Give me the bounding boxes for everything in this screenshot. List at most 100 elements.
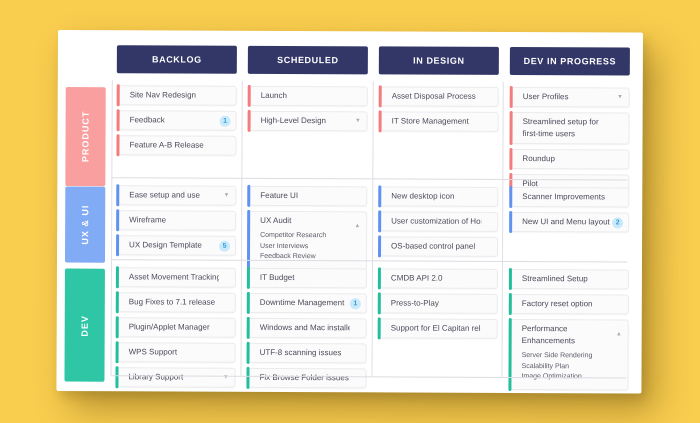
card[interactable]: Asset Movement Tracking	[115, 266, 236, 289]
card-label: Windows and Mac installers	[259, 322, 350, 333]
card-accent-bar	[509, 185, 513, 208]
card-accent-bar	[115, 316, 119, 339]
card[interactable]: Launch	[247, 84, 368, 107]
chevron-down-icon[interactable]: ▾	[618, 93, 622, 101]
card[interactable]: Streamlined Setup	[508, 267, 629, 290]
card-accent-bar	[116, 109, 120, 132]
card[interactable]: High-Level Design ▾	[247, 109, 368, 132]
card-label: Streamlined Setup	[521, 274, 588, 284]
card-subitem[interactable]: Competitor Research	[260, 231, 327, 240]
card[interactable]: User customization of Home Menu	[378, 210, 499, 233]
card[interactable]: Asset Disposal Process	[378, 85, 499, 108]
card[interactable]: Roundup	[509, 147, 630, 170]
card[interactable]: Feature A-B Release	[116, 134, 237, 157]
card-label: Plugin/Applet Manager	[128, 322, 210, 332]
card-label: Support for El Capitan release	[390, 323, 481, 333]
card[interactable]: Streamlined setup for first-time users	[509, 110, 630, 145]
card[interactable]: IT Budget	[246, 266, 367, 289]
lane-rows: PRODUCT Site Nav Redesign Feedback 1 Feature…	[56, 77, 642, 391]
card[interactable]: Feature UI	[247, 184, 368, 207]
card[interactable]: WPS Support	[115, 341, 236, 364]
card[interactable]: Performance Enhancements ▴ Server Side Ren…	[508, 317, 629, 391]
card-accent-bar	[115, 366, 119, 389]
card[interactable]: Bug Fixes to 7.1 release	[115, 291, 236, 314]
card-subitem[interactable]: Server Side Rendering	[521, 352, 593, 360]
lane-cell: Site Nav Redesign Feedback 1 Feature A-B Re…	[116, 77, 237, 193]
card-accent-bar	[247, 109, 251, 132]
lane-cell: New desktop icon User customization of Ho…	[378, 178, 499, 270]
lane-cell: Ease setup and use ▾ Wireframe UX Design Te…	[116, 177, 237, 269]
column-headers: BACKLOG SCHEDULED IN DESIGN DEV IN PROGRESS	[58, 45, 643, 76]
chevron-down-icon[interactable]: ▾	[223, 373, 228, 381]
card-accent-bar	[377, 317, 381, 340]
card-label: UTF-8 scanning issues	[259, 347, 342, 358]
card[interactable]: Factory reset option	[508, 292, 629, 315]
chevron-up-icon[interactable]: ▴	[355, 222, 360, 230]
card[interactable]: Site Nav Redesign	[116, 84, 237, 107]
card-accent-bar	[115, 341, 119, 364]
card-subitem[interactable]: User Interviews	[260, 242, 309, 250]
card-accent-bar	[246, 366, 250, 389]
card[interactable]: Library Support ▾	[115, 366, 236, 389]
column-header: SCHEDULED	[247, 45, 368, 75]
card-subitem[interactable]: Scalability Plan	[521, 362, 570, 370]
card[interactable]: Fix Browse Folder issues	[246, 366, 367, 389]
card[interactable]: Scanner Improvements	[509, 185, 630, 208]
card-accent-bar	[246, 291, 250, 314]
card-label: Site Nav Redesign	[129, 90, 197, 100]
card[interactable]: UTF-8 scanning issues	[246, 341, 367, 364]
card-accent-bar	[509, 110, 513, 145]
lane-cell: User Profiles ▾ Streamlined setup for firs…	[509, 79, 630, 195]
card-label: UX Audit	[260, 215, 292, 226]
card[interactable]: CMDB API 2.0	[377, 267, 498, 290]
card[interactable]: User Profiles ▾	[509, 85, 630, 108]
card[interactable]: Wireframe	[116, 209, 237, 232]
card[interactable]: Ease setup and use ▾	[116, 184, 237, 207]
card[interactable]: IT Store Management	[378, 110, 499, 133]
card-label: Streamlined setup for first-time users	[522, 117, 599, 139]
chevron-down-icon[interactable]: ▾	[224, 191, 229, 199]
card-accent-bar	[377, 267, 381, 290]
card[interactable]: Plugin/Applet Manager	[115, 316, 236, 339]
card[interactable]: OS-based control panel	[378, 235, 499, 258]
card-label: Factory reset option	[521, 299, 593, 309]
card-accent-bar	[247, 184, 251, 207]
chevron-up-icon[interactable]: ▴	[617, 330, 621, 338]
card-label: User customization of Home Menu	[391, 216, 482, 226]
card-label: Fix Browse Folder issues	[259, 372, 349, 383]
card[interactable]: New desktop icon	[378, 185, 499, 208]
card-accent-bar	[508, 317, 512, 391]
lane-cell: Scanner Improvements New UI and Menu layo…	[509, 179, 630, 271]
card-accent-bar	[509, 210, 513, 233]
card[interactable]: UX Design Template 5	[116, 234, 237, 257]
card-accent-bar	[115, 291, 119, 314]
card-accent-bar	[247, 84, 251, 107]
card-accent-bar	[246, 266, 250, 289]
lane-label: UX & UI	[64, 187, 106, 263]
card-label: OS-based control panel	[391, 241, 476, 251]
card-label: Feature A-B Release	[129, 140, 204, 150]
card-accent-bar	[116, 184, 120, 207]
card-label: IT Store Management	[391, 116, 469, 126]
card-label: Library Support	[128, 372, 184, 382]
card[interactable]: New UI and Menu layout 2	[509, 210, 630, 233]
chevron-down-icon[interactable]: ▾	[356, 117, 360, 125]
card[interactable]: Support for El Capitan release	[377, 317, 498, 340]
card-accent-bar	[508, 267, 512, 290]
card[interactable]: Press-to-Play	[377, 292, 498, 315]
card[interactable]: Downtime Management 1	[246, 291, 367, 314]
lane-cell: CMDB API 2.0 Press-to-Play Support for El …	[377, 260, 498, 389]
card[interactable]: Windows and Mac installers	[246, 316, 367, 339]
count-badge: 1	[349, 297, 361, 309]
card-accent-bar	[378, 185, 382, 208]
column-header: BACKLOG	[116, 45, 237, 74]
card-label: High-Level Design	[260, 115, 327, 126]
card-accent-bar	[378, 235, 382, 258]
card-accent-bar	[509, 85, 513, 108]
lane-cell: Asset Movement Tracking Bug Fixes to 7.1 …	[115, 259, 236, 389]
card-label: Launch	[260, 90, 287, 100]
count-badge: 1	[219, 115, 231, 127]
card[interactable]: Feedback 1	[116, 109, 237, 132]
card-label: Asset Disposal Process	[391, 91, 476, 101]
